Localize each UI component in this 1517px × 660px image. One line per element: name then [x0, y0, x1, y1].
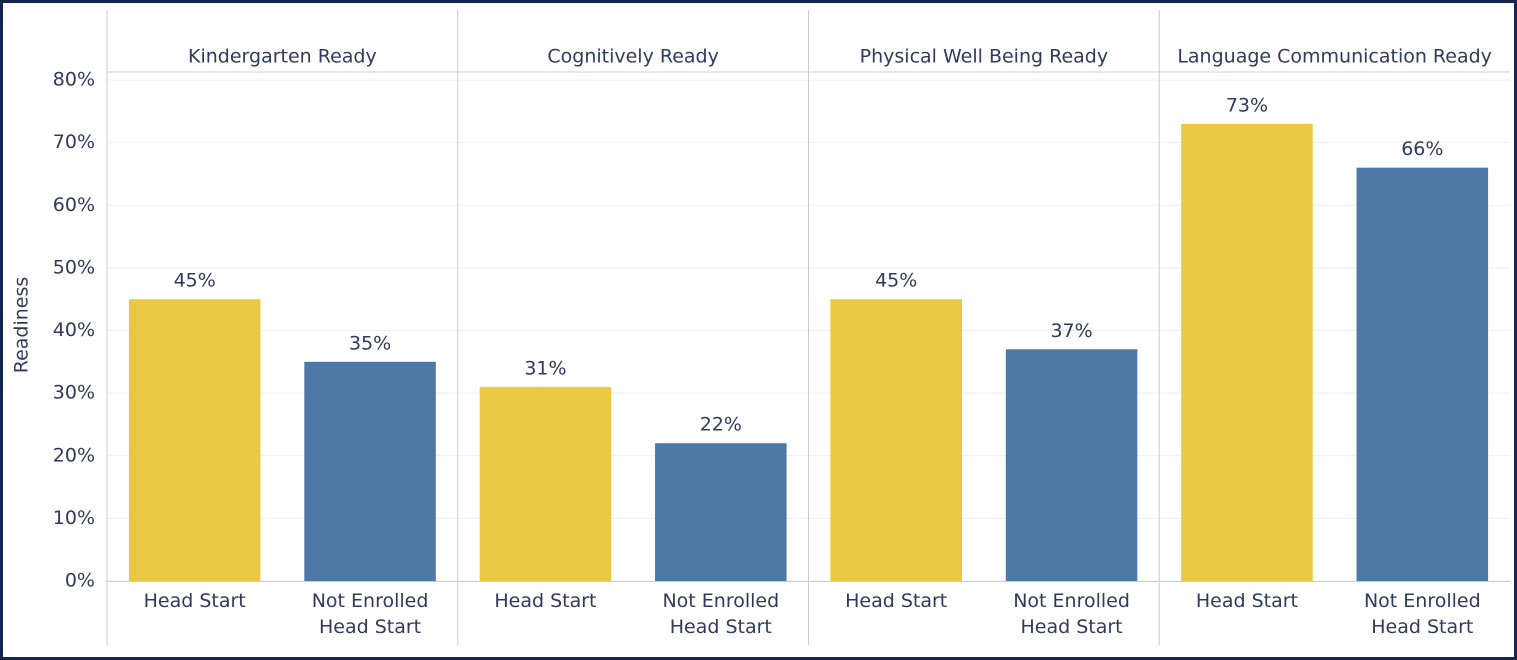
- panel-title: Cognitively Ready: [547, 46, 718, 68]
- x-tick-label: Not Enrolled Head Start: [1363, 590, 1481, 638]
- x-tick-label-box: Not Enrolled Head Start: [1363, 590, 1481, 638]
- bar: [655, 443, 787, 581]
- value-label: 73%: [1226, 94, 1268, 116]
- x-tick-label-box: Not Enrolled Head Start: [311, 590, 429, 638]
- value-label: 66%: [1401, 138, 1443, 160]
- value-label: 31%: [524, 357, 566, 379]
- value-label: 22%: [700, 414, 742, 436]
- x-tick-label: Head Start: [494, 590, 597, 612]
- value-label: 37%: [1050, 320, 1092, 342]
- x-tick-label-box: Not Enrolled Head Start: [662, 590, 780, 638]
- y-tick-label: 60%: [53, 194, 95, 216]
- x-tick-label: Not Enrolled Head Start: [311, 590, 429, 638]
- x-tick-label: Not Enrolled Head Start: [1013, 590, 1130, 638]
- x-tick-label-box: Head Start: [845, 590, 948, 612]
- x-tick-label-box: Head Start: [1195, 590, 1298, 612]
- y-tick-label: 0%: [65, 570, 95, 592]
- y-tick-label: 80%: [53, 69, 95, 91]
- x-tick-label: Head Start: [845, 590, 948, 612]
- bar: [479, 386, 612, 581]
- x-tick-label: Head Start: [1195, 590, 1298, 612]
- panel-title: Kindergarten Ready: [188, 46, 377, 68]
- x-tick-label-box: Not Enrolled Head Start: [1013, 590, 1130, 638]
- bar: [1005, 349, 1138, 581]
- bar: [1181, 123, 1313, 582]
- value-label: 35%: [349, 332, 391, 354]
- y-tick-label: 10%: [53, 507, 95, 529]
- y-tick-label: 70%: [53, 131, 95, 153]
- bar: [1356, 167, 1489, 582]
- bar: [304, 361, 436, 581]
- x-tick-label-box: Head Start: [494, 590, 597, 612]
- y-axis-label: Readiness: [11, 277, 33, 374]
- panel-title: Physical Well Being Ready: [860, 46, 1108, 68]
- x-tick-label: Not Enrolled Head Start: [662, 590, 780, 638]
- y-tick-label: 20%: [53, 444, 95, 466]
- x-tick-label-box: Head Start: [143, 590, 246, 612]
- value-label: 45%: [174, 270, 216, 292]
- bar: [830, 299, 962, 581]
- y-tick-label: 40%: [53, 319, 95, 341]
- y-tick-label: 50%: [53, 256, 95, 278]
- x-tick-label: Head Start: [143, 590, 246, 612]
- value-label: 45%: [875, 270, 917, 292]
- bar: [128, 299, 261, 581]
- y-tick-label: 30%: [53, 382, 95, 404]
- panel-title: Language Communication Ready: [1177, 46, 1492, 68]
